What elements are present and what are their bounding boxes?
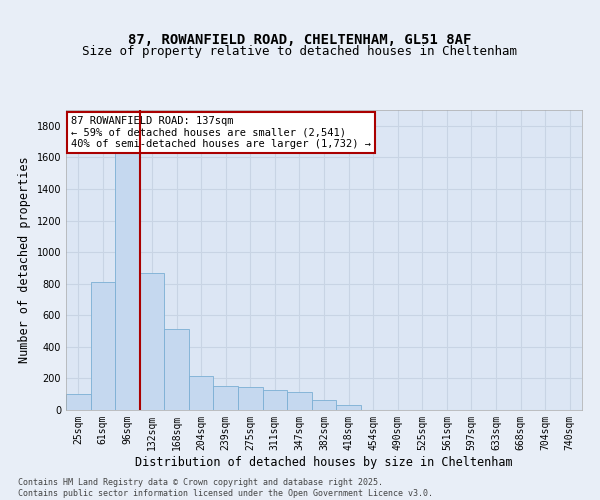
X-axis label: Distribution of detached houses by size in Cheltenham: Distribution of detached houses by size …: [135, 456, 513, 468]
Text: 87 ROWANFIELD ROAD: 137sqm
← 59% of detached houses are smaller (2,541)
40% of s: 87 ROWANFIELD ROAD: 137sqm ← 59% of deta…: [71, 116, 371, 149]
Bar: [214, 386, 238, 410]
Bar: [164, 330, 189, 410]
Text: Contains HM Land Registry data © Crown copyright and database right 2025.
Contai: Contains HM Land Registry data © Crown c…: [18, 478, 433, 498]
Text: 87, ROWANFIELD ROAD, CHELTENHAM, GL51 8AF: 87, ROWANFIELD ROAD, CHELTENHAM, GL51 8A…: [128, 34, 472, 48]
Bar: [91, 282, 115, 410]
Bar: [115, 142, 140, 410]
Bar: [287, 392, 312, 410]
Bar: [189, 376, 214, 410]
Bar: [66, 394, 91, 410]
Bar: [312, 400, 336, 410]
Bar: [263, 390, 287, 410]
Bar: [140, 272, 164, 410]
Bar: [336, 406, 361, 410]
Bar: [238, 387, 263, 410]
Text: Size of property relative to detached houses in Cheltenham: Size of property relative to detached ho…: [83, 44, 517, 58]
Y-axis label: Number of detached properties: Number of detached properties: [18, 156, 31, 364]
